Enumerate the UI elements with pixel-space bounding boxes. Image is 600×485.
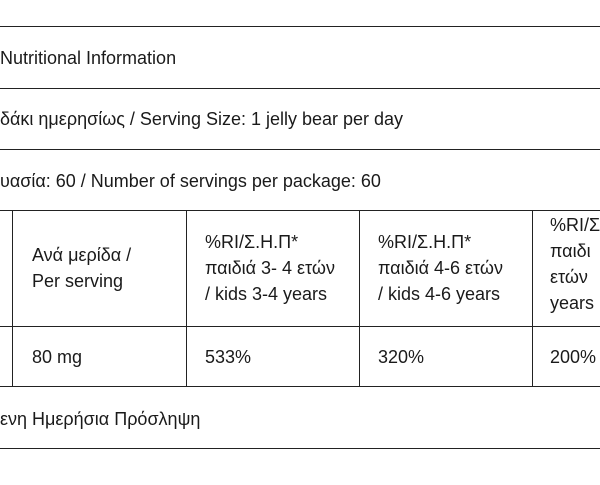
- rule-after-serving-size: [0, 149, 600, 150]
- header-line: years: [550, 293, 595, 313]
- header-line: Per serving: [32, 271, 124, 291]
- header-line: Ανά μερίδα /: [32, 245, 132, 265]
- header-line: / kids 3-4 years: [205, 284, 328, 304]
- servings-per-package: υασία: 60 / Number of servings per packa…: [0, 171, 381, 191]
- table-cell-truncated: 200%: [550, 347, 597, 367]
- table-header-kids-4-6: %RI/Σ.Η.Π* παιδιά 4-6 ετών / kids 4-6 ye…: [378, 229, 503, 307]
- header-line: παιδι: [550, 241, 591, 261]
- header-line: παιδιά 3- 4 ετών: [205, 258, 335, 278]
- header-line: %RI/Σ.Η.Π*: [378, 232, 472, 252]
- table-cell-kids-4-6: 320%: [378, 347, 425, 367]
- header-line: %RI/Σ: [550, 215, 600, 235]
- header-line: παιδιά 4-6 ετών: [378, 258, 503, 278]
- header-line: / kids 4-6 years: [378, 284, 501, 304]
- rule-table-bottom: [0, 386, 600, 387]
- table-header-truncated: %RI/Σ παιδι ετών years: [550, 212, 600, 316]
- rule-bottom: [0, 448, 600, 449]
- table-divider-1: [12, 210, 13, 387]
- table-divider-4: [532, 210, 533, 387]
- table-header-kids-3-4: %RI/Σ.Η.Π* παιδιά 3- 4 ετών / kids 3-4 y…: [205, 229, 335, 307]
- doc-title: Nutritional Information: [0, 48, 177, 68]
- serving-size: δάκι ημερησίως / Serving Size: 1 jelly b…: [0, 109, 404, 129]
- table-divider-2: [186, 210, 187, 387]
- footnote: ενη Ημερήσια Πρόσληψη: [0, 409, 201, 429]
- rule-table-top: [0, 210, 600, 211]
- rule-top: [0, 26, 600, 27]
- table-divider-3: [359, 210, 360, 387]
- table-cell-per-serving: 80 mg: [32, 347, 83, 367]
- rule-after-title: [0, 88, 600, 89]
- table-header-per-serving: Ανά μερίδα / Per serving: [32, 242, 131, 294]
- header-line: ετών: [550, 267, 588, 287]
- header-line: %RI/Σ.Η.Π*: [205, 232, 299, 252]
- table-cell-kids-3-4: 533%: [205, 347, 252, 367]
- rule-table-mid: [0, 326, 600, 327]
